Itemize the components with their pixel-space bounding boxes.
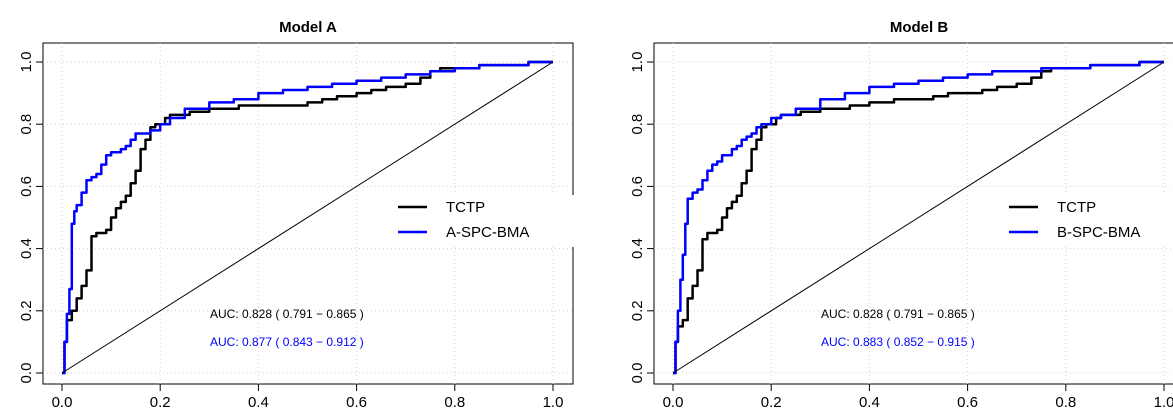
roc-curve-spc-bma [673, 60, 1164, 375]
y-tick-label: 0.8 [18, 114, 35, 135]
diagonal-reference-line [672, 61, 1165, 374]
x-tick-label: 0.0 [52, 394, 73, 409]
legend-label-tctp: TCTP [1057, 199, 1096, 216]
y-tick-label: 0.6 [629, 176, 646, 197]
y-tick-label: 0.4 [629, 238, 646, 259]
x-tick-label: 0.6 [346, 394, 367, 409]
auc-annotation-spc-bma: AUC: 0.883 ( 0.852 − 0.915 ) [821, 335, 975, 349]
roc-curve-tctp [673, 60, 1164, 375]
x-tick-label: 0.4 [248, 394, 269, 409]
x-tick-label: 1.0 [543, 394, 564, 409]
auc-annotation-tctp: AUC: 0.828 ( 0.791 − 0.865 ) [821, 307, 975, 321]
x-tick-label: 1.0 [1154, 394, 1173, 409]
y-tick-label: 0.2 [629, 300, 646, 321]
y-tick-label: 0.6 [18, 176, 35, 197]
diagonal-reference-line [61, 61, 554, 374]
y-tick-label: 1.0 [18, 52, 35, 73]
y-tick-label: 0.4 [18, 238, 35, 259]
y-tick-label: 0.2 [18, 300, 35, 321]
chart-panel-model-a: Model A 0.0 0.2 0.4 0.6 0.8 1.0 0.0 0.2 0.4 0.6 0.… [18, 19, 580, 409]
x-tick-label: 0.8 [444, 394, 465, 409]
legend-box [1000, 195, 1173, 247]
auc-annotation-tctp: AUC: 0.828 ( 0.791 − 0.865 ) [210, 307, 364, 321]
legend-box [390, 195, 580, 247]
x-tick-label: 0.2 [150, 394, 171, 409]
x-tick-label: 0.8 [1055, 394, 1076, 409]
chart-title: Model B [890, 19, 948, 36]
x-tick-label: 0.2 [761, 394, 782, 409]
y-tick-label: 0.0 [629, 363, 646, 384]
chart-title: Model A [279, 19, 337, 36]
y-tick-label: 1.0 [629, 52, 646, 73]
roc-curve-spc-bma [62, 60, 553, 375]
legend-label-spc-bma: B-SPC-BMA [1057, 224, 1140, 241]
chart-panel-model-b: Model B 0.0 0.2 0.4 0.6 0.8 1.0 0.0 0.2 0.4 0.6 0.… [629, 19, 1173, 409]
y-tick-label: 0.0 [18, 363, 35, 384]
legend-label-tctp: TCTP [446, 199, 485, 216]
y-tick-label: 0.8 [629, 114, 646, 135]
legend: TCTP A-SPC-BMA [390, 195, 580, 247]
legend: TCTP B-SPC-BMA [1000, 195, 1173, 247]
plot-frame [653, 42, 1173, 385]
x-tick-label: 0.0 [663, 394, 684, 409]
auc-annotation-spc-bma: AUC: 0.877 ( 0.843 − 0.912 ) [210, 335, 364, 349]
x-tick-label: 0.4 [859, 394, 880, 409]
legend-label-spc-bma: A-SPC-BMA [446, 224, 529, 241]
x-tick-label: 0.6 [957, 394, 978, 409]
